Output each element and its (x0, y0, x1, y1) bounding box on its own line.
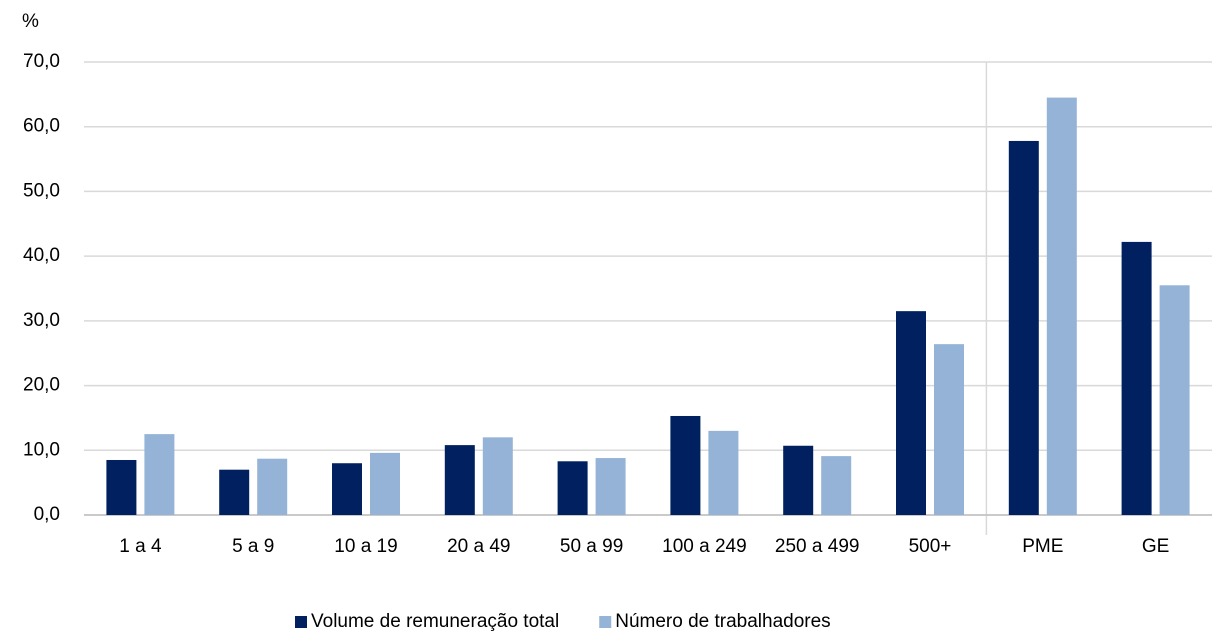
bar (1121, 241, 1152, 516)
bar (257, 458, 288, 515)
legend-swatch (599, 616, 612, 628)
y-tick-label: 30,0 (23, 310, 60, 331)
y-tick-label: 50,0 (23, 180, 60, 201)
legend-swatch (295, 616, 307, 628)
bar (670, 415, 701, 515)
x-tick-label: 20 a 49 (447, 536, 510, 557)
x-tick-label: 10 a 19 (334, 536, 397, 557)
bar (219, 469, 250, 515)
legend-label: Número de trabalhadores (615, 611, 830, 632)
y-tick-label: 20,0 (23, 375, 60, 396)
bar (896, 311, 926, 515)
bar (1008, 140, 1039, 516)
x-tick-label: 50 a 99 (560, 536, 623, 557)
bar (595, 458, 626, 515)
bar (482, 437, 513, 515)
bar (708, 430, 739, 515)
bar (783, 445, 814, 515)
legend-label: Volume de remuneração total (311, 611, 559, 632)
x-tick-label: 1 a 4 (119, 536, 162, 557)
x-tick-label: 500+ (909, 536, 952, 557)
y-tick-label: 10,0 (23, 439, 60, 460)
bar (106, 459, 137, 515)
bar (1159, 285, 1190, 515)
bar (370, 452, 400, 515)
x-tick-label: GE (1142, 536, 1169, 557)
y-tick-label: 40,0 (23, 245, 60, 266)
x-tick-label: 250 a 499 (775, 536, 860, 557)
bar (332, 463, 362, 515)
x-tick-label: 100 a 249 (662, 536, 747, 557)
y-tick-label: 0,0 (34, 504, 60, 525)
y-tick-label: 70,0 (23, 51, 60, 72)
bar (557, 461, 588, 515)
bar (444, 445, 475, 515)
bar (821, 456, 852, 515)
bar (934, 344, 964, 515)
bar (144, 434, 175, 515)
y-axis-label: % (22, 11, 39, 32)
x-tick-label: 5 a 9 (232, 536, 274, 557)
bar (1046, 97, 1077, 515)
x-tick-label: PME (1022, 536, 1063, 557)
y-tick-label: 60,0 (23, 116, 60, 137)
